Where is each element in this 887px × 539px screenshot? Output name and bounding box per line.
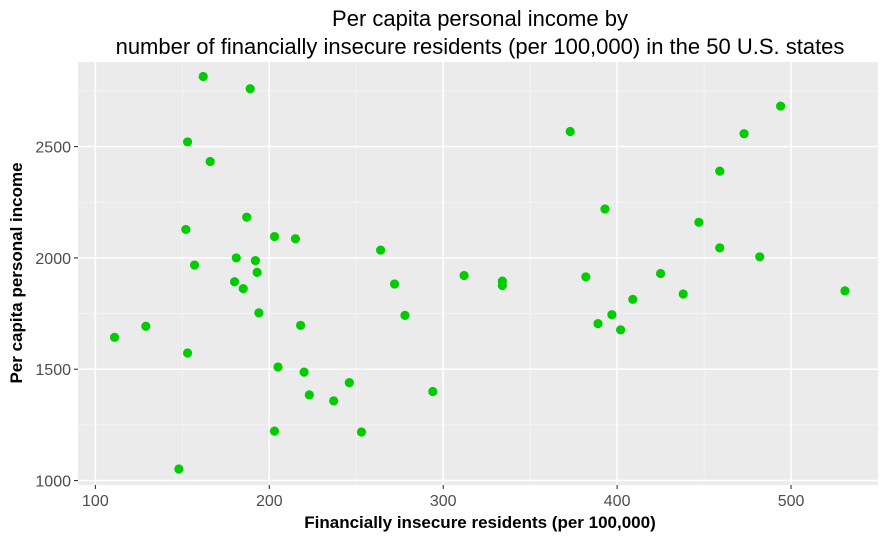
x-tick-label: 400	[604, 493, 631, 510]
data-point	[273, 362, 283, 372]
data-point	[715, 166, 725, 176]
data-point	[238, 284, 248, 294]
data-point	[250, 255, 260, 266]
x-tick-label: 500	[778, 493, 805, 510]
data-point	[296, 320, 306, 330]
data-point	[329, 396, 339, 406]
data-point	[356, 427, 367, 437]
data-point	[400, 310, 410, 320]
data-point	[109, 332, 120, 342]
data-point	[459, 270, 469, 281]
data-points	[109, 71, 850, 474]
data-point	[141, 321, 151, 331]
data-point	[231, 253, 241, 263]
data-point	[254, 308, 264, 318]
data-point	[189, 260, 200, 270]
data-point	[389, 279, 400, 289]
plot-panel	[78, 62, 878, 485]
data-point	[252, 267, 262, 277]
y-axis-title: Per capita personal income	[7, 162, 26, 383]
y-tick-label: 1000	[35, 474, 71, 491]
chart-title-line-2: number of financially insecure residents…	[116, 34, 845, 59]
data-point	[245, 84, 255, 94]
data-point	[181, 224, 191, 235]
data-point	[290, 234, 300, 244]
data-point	[376, 245, 386, 255]
data-point	[269, 426, 280, 436]
data-point	[242, 212, 252, 222]
x-tick-label: 200	[256, 493, 283, 510]
data-point	[593, 318, 603, 329]
y-tick-label: 1500	[35, 362, 71, 379]
data-point	[269, 231, 280, 242]
data-point	[776, 101, 786, 111]
data-point	[739, 129, 749, 139]
y-tick-label: 2000	[35, 251, 71, 268]
data-point	[694, 217, 704, 227]
data-point	[198, 71, 208, 82]
x-axis-title: Financially insecure residents (per 100,…	[304, 513, 656, 532]
data-point	[715, 243, 725, 253]
data-point	[678, 289, 688, 299]
data-point	[656, 268, 666, 279]
data-point	[174, 464, 184, 474]
data-point	[565, 126, 575, 137]
data-point	[840, 286, 850, 296]
data-point	[581, 272, 591, 282]
data-point	[299, 367, 309, 377]
major-gridlines	[78, 62, 878, 485]
minor-gridlines	[78, 62, 879, 485]
data-point	[607, 310, 617, 320]
data-point	[182, 348, 193, 358]
data-point	[497, 280, 507, 291]
data-point	[600, 204, 610, 214]
x-tick-label: 300	[430, 493, 457, 510]
data-point	[229, 277, 240, 287]
axis-tick-labels: 100 200 300 400 500 1000 1500 2000 2500	[35, 140, 804, 510]
data-point	[304, 390, 314, 400]
data-point	[755, 252, 765, 262]
data-point	[616, 325, 626, 335]
x-tick-label: 100	[82, 493, 109, 510]
chart-title-line-1: Per capita personal income by	[332, 6, 628, 31]
y-tick-label: 2500	[35, 140, 71, 157]
data-point	[428, 386, 438, 397]
data-point	[182, 137, 193, 147]
data-point	[205, 156, 215, 167]
data-point	[344, 377, 354, 388]
axis-ticks	[74, 146, 792, 489]
data-point	[628, 294, 638, 304]
